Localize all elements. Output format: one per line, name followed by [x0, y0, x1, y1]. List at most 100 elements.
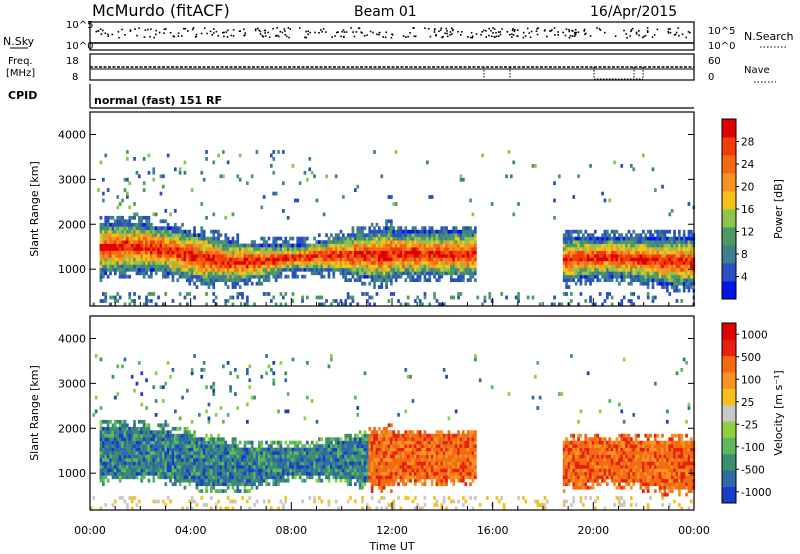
- velocity-cell: [181, 451, 184, 455]
- power-cell: [438, 261, 441, 265]
- power-cell: [162, 267, 165, 272]
- power-cell: [306, 267, 309, 272]
- power-cell: [565, 236, 568, 241]
- velocity-cell: [274, 471, 278, 476]
- power-cell: [205, 254, 208, 258]
- nsky-point: [129, 30, 132, 32]
- velocity-cell: [133, 444, 136, 448]
- power-cell: [390, 274, 393, 279]
- power-cell: [202, 267, 206, 272]
- power-cell: [459, 174, 463, 179]
- nsky-point: [181, 35, 183, 37]
- velocity-cell: [265, 447, 268, 452]
- power-cell: [142, 302, 146, 307]
- power-cell: [589, 164, 592, 168]
- nsky-point: [272, 27, 274, 30]
- power-cell: [99, 233, 103, 238]
- power-cell: [627, 229, 631, 234]
- power-cell: [565, 229, 568, 234]
- power-cell: [471, 229, 475, 234]
- power-cell: [594, 243, 597, 248]
- power-cell: [301, 243, 304, 248]
- power-cell: [114, 299, 117, 303]
- nsky-point: [378, 31, 381, 34]
- velocity-cell: [162, 440, 165, 445]
- velocity-cell: [236, 478, 240, 483]
- velocity-cell: [157, 461, 160, 466]
- power-cell: [116, 267, 120, 272]
- power-cell: [186, 254, 189, 258]
- power-cell: [658, 240, 662, 244]
- power-cell: [406, 240, 410, 244]
- power-cell: [382, 271, 386, 276]
- velocity-cell: [128, 433, 132, 438]
- power-cell: [262, 250, 266, 255]
- velocity-cell: [236, 454, 240, 459]
- power-cell: [116, 261, 120, 265]
- power-cell: [205, 281, 208, 286]
- power-cell: [294, 264, 297, 269]
- power-cell: [236, 267, 240, 272]
- velocity-cell: [262, 468, 266, 473]
- power-cell: [385, 240, 388, 244]
- velocity-cell: [202, 437, 206, 442]
- power-cell: [303, 264, 307, 269]
- power-cell: [212, 278, 216, 283]
- power-cell: [109, 215, 112, 220]
- power-cell: [200, 170, 204, 175]
- power-cell: [337, 257, 340, 262]
- power-cell: [442, 302, 446, 307]
- power-cell: [178, 226, 182, 231]
- power-cell: [106, 267, 110, 272]
- power-cell: [363, 271, 367, 276]
- power-cell: [649, 271, 652, 276]
- nsky-point: [596, 27, 598, 29]
- power-cell: [159, 247, 163, 251]
- velocity-cell: [243, 458, 247, 462]
- velocity-cell: [214, 413, 218, 417]
- nsky-point: [413, 27, 415, 29]
- power-cell: [678, 288, 681, 293]
- power-cell: [661, 254, 664, 258]
- power-cell: [399, 233, 403, 238]
- power-cell: [214, 254, 218, 258]
- velocity-cell: [157, 451, 160, 455]
- velocity-cell: [157, 447, 160, 452]
- power-cell: [183, 267, 187, 272]
- velocity-cell: [250, 451, 254, 455]
- power-cell: [356, 229, 360, 234]
- power-cell: [106, 264, 110, 269]
- power-cell: [618, 254, 621, 258]
- power-colorbar-swatch: [722, 155, 736, 174]
- nsky-point: [598, 28, 601, 30]
- velocity-cell: [255, 499, 259, 504]
- velocity-cell: [246, 478, 249, 483]
- power-cell: [610, 278, 614, 283]
- velocity-cell: [162, 465, 165, 469]
- velocity-cell: [224, 482, 228, 487]
- power-cell: [373, 229, 376, 234]
- power-cell: [682, 229, 686, 234]
- power-cell: [188, 236, 192, 241]
- power-cell: [399, 274, 403, 279]
- velocity-cell: [140, 471, 144, 476]
- power-cell: [661, 240, 664, 244]
- velocity-cell: [164, 440, 168, 445]
- power-cell: [332, 236, 336, 241]
- power-cell: [361, 274, 364, 279]
- power-cell: [128, 302, 132, 307]
- y-tick-label: 1000: [58, 263, 86, 276]
- power-cell: [426, 233, 429, 238]
- power-cell: [327, 261, 331, 265]
- velocity-cell: [200, 454, 204, 459]
- power-cell: [586, 236, 590, 241]
- power-cell: [630, 299, 633, 303]
- velocity-cell: [229, 471, 232, 476]
- power-cell: [606, 264, 609, 269]
- power-cell: [296, 261, 300, 265]
- power-cell: [642, 153, 645, 158]
- velocity-cell: [183, 430, 187, 435]
- power-cell: [130, 233, 134, 238]
- power-cell: [291, 236, 295, 241]
- power-cell: [104, 267, 108, 272]
